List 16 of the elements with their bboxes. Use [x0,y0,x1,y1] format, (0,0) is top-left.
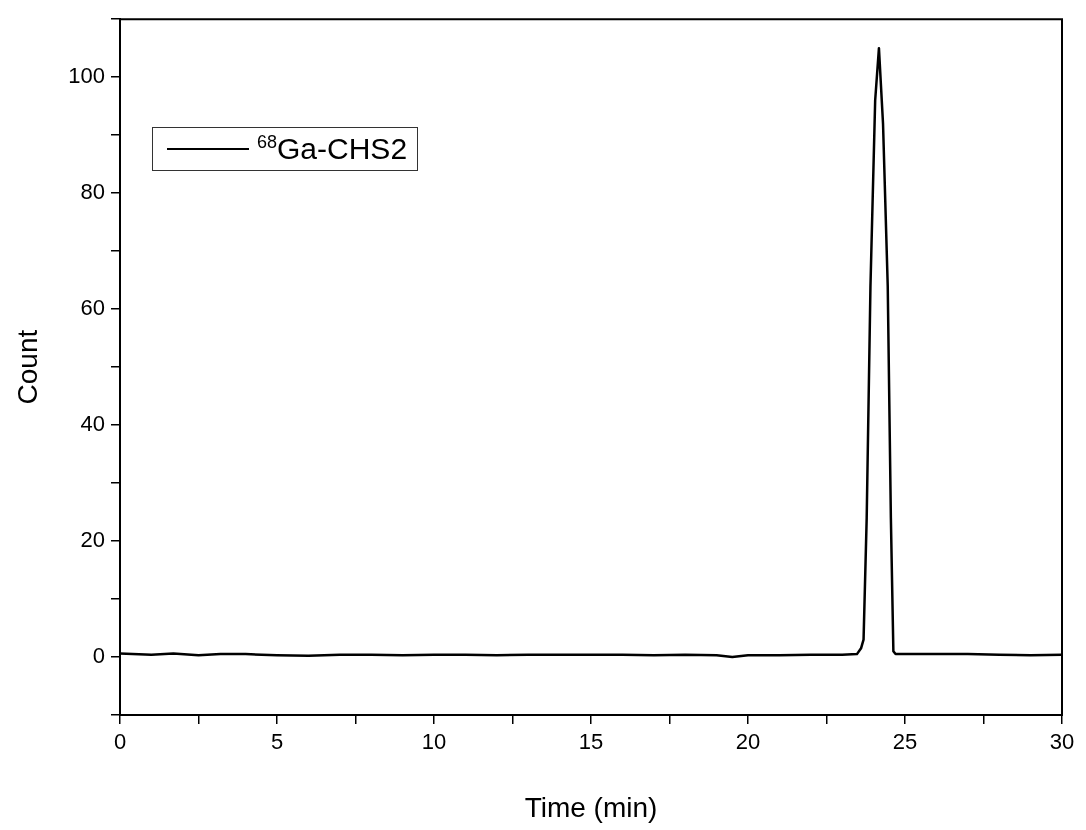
y-axis-title: Count [11,329,43,405]
y-tick-label: 60 [80,295,105,321]
x-tick-label: 30 [1049,729,1075,755]
y-tick-label: 40 [80,411,105,437]
x-tick-label: 5 [270,729,284,755]
x-axis-title: Time (min) [524,791,658,823]
x-tick-label: 10 [421,729,447,755]
y-tick-label: 20 [80,527,105,553]
x-tick-label: 0 [113,729,127,755]
x-tick-label: 15 [578,729,604,755]
y-tick-label: 100 [68,63,105,89]
y-tick-label: 0 [92,643,105,669]
x-tick-label: 25 [892,729,918,755]
x-tick-label: 20 [735,729,761,755]
y-tick-label: 80 [80,179,105,205]
legend-label: $^{68}$Ga-CHS2 [257,132,408,167]
